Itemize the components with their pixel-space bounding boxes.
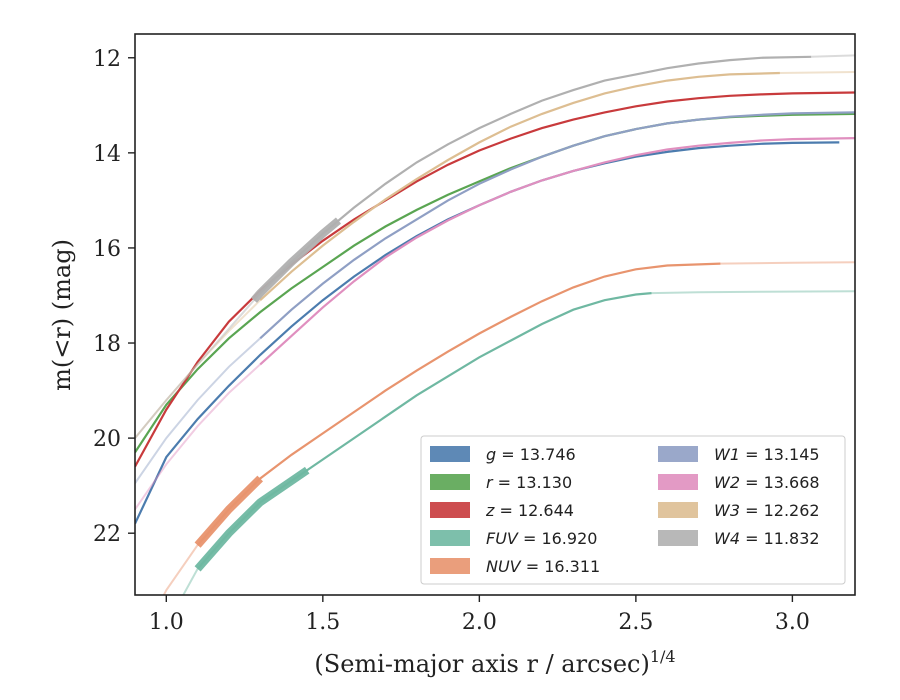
- x-axis-label-main: (Semi-major axis r / arcsec): [314, 650, 649, 678]
- x-tick-label: 1.5: [305, 610, 340, 635]
- legend-swatch: [430, 474, 470, 490]
- x-axis: 1.0 1.5 2.0 2.5 3.0: [149, 595, 810, 635]
- legend-swatch: [658, 502, 698, 518]
- y-tick-label: 14: [93, 142, 121, 167]
- series-w1: [135, 111, 855, 484]
- series-line-faint-inner: [135, 363, 261, 510]
- series-uncertainty-band: [194, 466, 310, 572]
- x-tick-label: 2.0: [462, 610, 497, 635]
- legend-label: FUV = 16.920: [486, 529, 597, 548]
- series-line: [135, 91, 855, 468]
- y-tick-label: 12: [93, 47, 121, 72]
- series-layer: [135, 54, 855, 595]
- legend-entry-w3: W3 = 12.262: [658, 501, 820, 520]
- series-line: [196, 262, 721, 546]
- legend-items: g = 13.746 r = 13.130 z = 12.644 FUV = 16.9…: [430, 445, 820, 576]
- legend-label: r = 13.130: [486, 473, 572, 492]
- legend-swatch: [430, 446, 470, 462]
- x-tick-label: 1.0: [149, 610, 184, 635]
- series-line-faint-outer: [651, 290, 855, 295]
- y-axis: 12 14 16 18 20 22: [93, 47, 135, 547]
- y-tick-label: 22: [93, 522, 121, 547]
- series-line-faint-inner: [135, 299, 255, 439]
- legend-entry-nuv: NUV = 16.311: [430, 557, 600, 576]
- series-line-faint-inner: [162, 544, 199, 595]
- x-axis-label: (Semi-major axis r / arcsec)1/4: [314, 647, 675, 678]
- series-line-faint-outer: [811, 54, 855, 58]
- series-line-faint-inner: [135, 337, 261, 484]
- y-tick-label: 20: [93, 427, 121, 452]
- legend-swatch: [658, 530, 698, 546]
- legend-swatch: [430, 530, 470, 546]
- legend-entry-fuv: FUV = 16.920: [430, 529, 597, 548]
- legend-label: z = 12.644: [485, 501, 574, 520]
- legend-entry-w4: W4 = 11.832: [658, 529, 820, 548]
- legend-frame: [420, 435, 846, 585]
- x-tick-label: 3.0: [775, 610, 810, 635]
- legend-swatch: [430, 502, 470, 518]
- legend-label: NUV = 16.311: [486, 557, 600, 576]
- series-line-faint-inner: [135, 299, 261, 439]
- series-z: [135, 91, 855, 468]
- series-uncertainty-band: [194, 475, 264, 548]
- legend-entry-w2: W2 = 13.668: [658, 473, 820, 492]
- legend-label: W2 = 13.668: [714, 473, 820, 492]
- series-line-faint-inner: [182, 568, 199, 595]
- legend: g = 13.746 r = 13.130 z = 12.644 FUV = 16.9…: [420, 435, 846, 585]
- series-line: [259, 137, 855, 366]
- series-w2: [135, 137, 855, 510]
- series-nuv: [162, 261, 855, 595]
- legend-label: g = 13.746: [486, 445, 576, 464]
- series-line-faint-outer: [779, 71, 855, 74]
- legend-entry-z: z = 12.644: [430, 501, 574, 520]
- legend-swatch: [658, 446, 698, 462]
- legend-entry-r: r = 13.130: [430, 473, 572, 492]
- series-line-faint-outer: [720, 261, 855, 265]
- series-w3: [135, 71, 855, 439]
- y-axis-label: m(<r) (mag): [48, 239, 76, 391]
- legend-entry-g: g = 13.746: [430, 445, 576, 464]
- legend-label: W4 = 11.832: [714, 529, 820, 548]
- y-tick-label: 16: [93, 237, 121, 262]
- series-fuv: [182, 290, 855, 595]
- legend-label: W3 = 12.262: [714, 501, 820, 520]
- series-uncertainty-band: [250, 217, 342, 303]
- series-w4: [135, 54, 855, 439]
- legend-label: W1 = 13.145: [714, 445, 820, 464]
- series-line: [259, 71, 780, 302]
- legend-entry-w1: W1 = 13.145: [658, 445, 820, 464]
- x-tick-label: 2.5: [618, 610, 653, 635]
- legend-swatch: [658, 474, 698, 490]
- legend-swatch: [430, 558, 470, 574]
- x-axis-label-superscript: 1/4: [650, 647, 676, 666]
- y-tick-label: 18: [93, 332, 121, 357]
- series-line: [259, 111, 855, 340]
- plot-frame: [134, 33, 856, 596]
